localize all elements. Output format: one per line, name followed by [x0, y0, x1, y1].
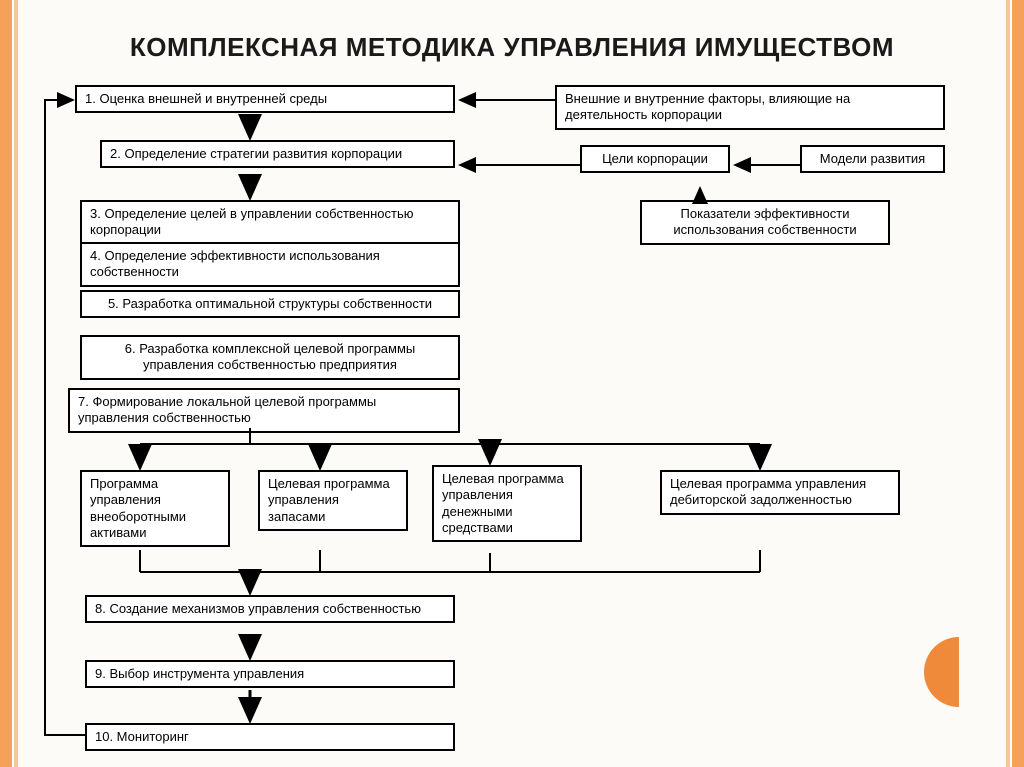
text-step2: 2. Определение стратегии развития корпор…: [110, 146, 402, 161]
text-indicators: Показатели эффективности использования с…: [673, 206, 856, 237]
box-step10: 10. Мониторинг: [85, 723, 455, 751]
box-program3: Целевая программа управления денежными с…: [432, 465, 582, 542]
text-factors: Внешние и внутренние факторы, влияющие н…: [565, 91, 850, 122]
box-step2: 2. Определение стратегии развития корпор…: [100, 140, 455, 168]
text-models: Модели развития: [820, 151, 925, 166]
box-step8: 8. Создание механизмов управления собств…: [85, 595, 455, 623]
box-models: Модели развития: [800, 145, 945, 173]
box-program2: Целевая программа управления запасами: [258, 470, 408, 531]
box-program4: Целевая программа управления дебиторской…: [660, 470, 900, 515]
box-step1: 1. Оценка внешней и внутренней среды: [75, 85, 455, 113]
text-step8: 8. Создание механизмов управления собств…: [95, 601, 421, 616]
box-step9: 9. Выбор инструмента управления: [85, 660, 455, 688]
text-step5: 5. Разработка оптимальной структуры собс…: [108, 296, 432, 311]
box-goals: Цели корпорации: [580, 145, 730, 173]
text-program4: Целевая программа управления дебиторской…: [670, 476, 866, 507]
text-program3: Целевая программа управления денежными с…: [442, 471, 564, 535]
text-goals: Цели корпорации: [602, 151, 708, 166]
box-step6: 6. Разработка комплексной целевой програ…: [80, 335, 460, 380]
text-step7: 7. Формирование локальной целевой програ…: [78, 394, 376, 425]
box-step4: 4. Определение эффективности использован…: [80, 242, 460, 287]
box-step5: 5. Разработка оптимальной структуры собс…: [80, 290, 460, 318]
box-step3: 3. Определение целей в управлении собств…: [80, 200, 460, 245]
text-program1: Программа управления внеоборотными актив…: [90, 476, 186, 540]
text-step10: 10. Мониторинг: [95, 729, 189, 744]
box-step7: 7. Формирование локальной целевой програ…: [68, 388, 460, 433]
slide-title: КОМПЛЕКСНАЯ МЕТОДИКА УПРАВЛЕНИЯ ИМУЩЕСТВ…: [130, 32, 894, 63]
box-indicators: Показатели эффективности использования с…: [640, 200, 890, 245]
text-step1: 1. Оценка внешней и внутренней среды: [85, 91, 327, 106]
text-step3: 3. Определение целей в управлении собств…: [90, 206, 414, 237]
text-step6: 6. Разработка комплексной целевой програ…: [125, 341, 416, 372]
text-program2: Целевая программа управления запасами: [268, 476, 390, 524]
text-step9: 9. Выбор инструмента управления: [95, 666, 304, 681]
box-program1: Программа управления внеоборотными актив…: [80, 470, 230, 547]
text-step4: 4. Определение эффективности использован…: [90, 248, 380, 279]
box-factors: Внешние и внутренние факторы, влияющие н…: [555, 85, 945, 130]
